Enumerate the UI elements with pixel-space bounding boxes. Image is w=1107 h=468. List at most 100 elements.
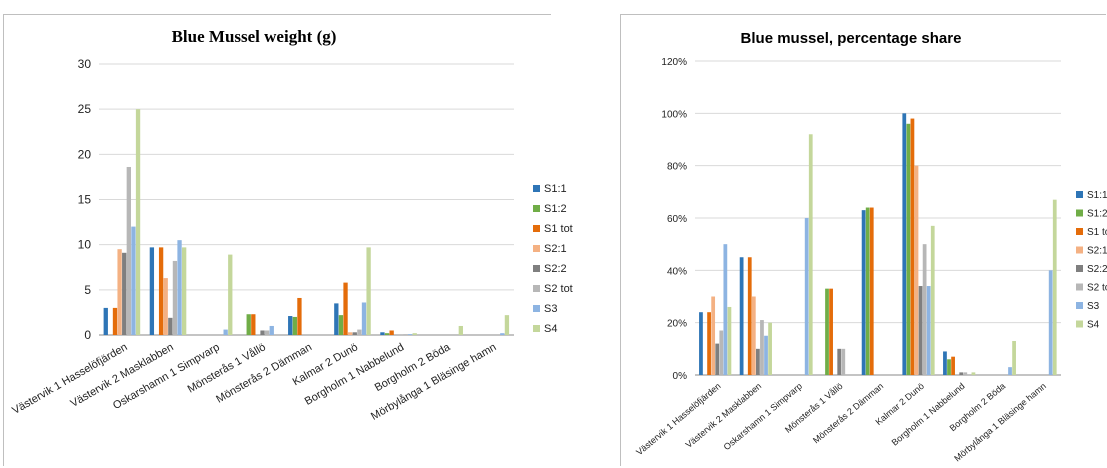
bar-s1-1 — [149, 247, 155, 335]
bar-s1-tot — [747, 257, 752, 375]
bar-s4 — [1052, 199, 1057, 375]
bar-s1-2 — [947, 359, 951, 375]
legend-label: S2:1 — [1087, 246, 1107, 257]
bar-s1-tot — [910, 118, 915, 376]
legend-label: S1 to — [1087, 227, 1107, 238]
y-tick-label: 10 — [78, 238, 92, 252]
bar-s3 — [926, 286, 931, 375]
bar-s1-1 — [861, 210, 866, 375]
legend-swatch — [533, 185, 540, 192]
legend-swatch — [533, 285, 540, 292]
bar-s2-tot — [403, 334, 408, 335]
legend-label: S1:2 — [1087, 209, 1107, 220]
legend-label: S3 — [1087, 301, 1100, 312]
bar-s4 — [228, 254, 233, 335]
bar-s2-tot — [963, 372, 968, 375]
bar-s1-1 — [943, 351, 947, 375]
bar-s1-tot — [297, 297, 302, 335]
legend-label: S4 — [544, 323, 557, 335]
bar-s2-tot — [172, 260, 178, 335]
bar-s4 — [808, 134, 813, 375]
legend-swatch — [533, 305, 540, 312]
y-tick-label: 0% — [673, 371, 688, 382]
bar-s4 — [727, 306, 732, 375]
bar-s2-1 — [117, 249, 122, 335]
bar-s2-1 — [163, 278, 168, 335]
bar-s4 — [504, 315, 510, 335]
legend-swatch — [1076, 246, 1083, 254]
bar-s4 — [768, 322, 772, 375]
y-tick-label: 100% — [661, 109, 687, 120]
bar-s1-tot — [389, 330, 394, 335]
bar-s2-tot — [265, 330, 270, 335]
bar-s2-2 — [260, 330, 265, 335]
bar-s1-2 — [338, 315, 344, 335]
legend-label: S1:1 — [544, 183, 567, 195]
bar-s1-2 — [865, 207, 870, 375]
bar-s1-2 — [906, 123, 911, 375]
bar-s2-2 — [837, 348, 842, 375]
legend-label: S1 tot — [544, 223, 573, 235]
percentage-chart-panel: Blue mussel, percentage share 0% 20% 40% 60%… — [620, 14, 1107, 467]
bar-s1-tot — [112, 307, 118, 335]
legend-label: S2:2 — [544, 263, 567, 275]
bar-s4 — [366, 247, 371, 335]
legend-swatch — [1076, 320, 1083, 328]
bar-s2-tot — [719, 330, 724, 375]
bar-s2-tot — [841, 348, 846, 375]
y-tick-label: 60% — [667, 214, 687, 225]
bar-s2-tot — [922, 244, 927, 375]
y-tick-label: 20% — [667, 319, 687, 330]
bar-s3 — [269, 325, 274, 335]
bar-s4 — [412, 333, 417, 335]
bar-s2-2 — [715, 343, 720, 375]
y-tick-label: 0 — [84, 328, 91, 342]
bar-s3 — [1048, 270, 1053, 375]
bar-s1-1 — [380, 332, 385, 335]
bar-s1-1 — [699, 312, 703, 375]
legend-label: S1:1 — [1087, 190, 1107, 201]
legend-swatch — [1076, 302, 1083, 309]
y-tick-label: 80% — [667, 162, 687, 173]
percentage-chart: Blue mussel, percentage share 0% 20% 40% 60%… — [621, 15, 1107, 467]
legend-label: S3 — [544, 303, 557, 315]
bar-s1-tot — [869, 207, 874, 375]
bar-s2-tot — [126, 166, 131, 335]
legend-swatch — [533, 225, 540, 232]
bar-s3 — [764, 335, 768, 375]
legend-swatch — [1076, 209, 1083, 217]
legend-label: S2:1 — [544, 243, 567, 255]
bar-s3 — [500, 333, 505, 335]
bar-s1-tot — [829, 288, 833, 375]
legend-swatch — [533, 245, 540, 252]
bar-s4 — [971, 372, 976, 375]
bar-s3 — [361, 302, 367, 335]
bar-s4 — [458, 325, 463, 335]
y-tick-label: 25 — [78, 102, 92, 116]
bar-s1-tot — [158, 247, 164, 335]
legend-label: S4 — [1087, 320, 1100, 331]
y-tick-label: 20 — [78, 147, 92, 161]
bar-s2-2 — [959, 372, 964, 375]
bar-s3 — [177, 240, 182, 335]
bar-s2-1 — [348, 332, 353, 335]
bar-s2-2 — [168, 317, 173, 335]
bar-s3 — [1008, 367, 1012, 375]
y-tick-label: 120% — [661, 57, 687, 68]
bar-s1-1 — [902, 113, 907, 375]
bar-s1-2 — [825, 288, 829, 375]
legend-swatch — [1076, 228, 1083, 235]
bar-s1-tot — [343, 282, 348, 335]
legend-label: S1:2 — [544, 203, 567, 215]
bar-s2-1 — [914, 165, 919, 375]
bar-s3 — [804, 218, 809, 375]
bar-s1-tot — [951, 356, 955, 375]
bar-s2-tot — [760, 320, 764, 375]
bar-s1-1 — [103, 307, 108, 335]
bar-s3 — [723, 244, 728, 375]
bar-s2-1 — [751, 296, 756, 375]
bar-s2-tot — [357, 329, 362, 335]
bar-s1-tot — [707, 312, 711, 375]
bar-s2-1 — [711, 296, 716, 375]
legend-swatch — [1076, 191, 1083, 198]
